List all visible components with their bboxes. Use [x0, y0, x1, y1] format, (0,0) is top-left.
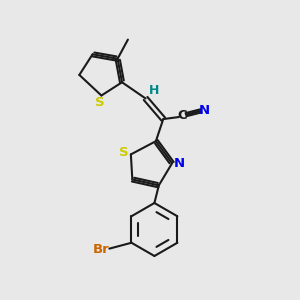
Text: N: N — [174, 157, 185, 170]
Text: Br: Br — [93, 243, 110, 256]
Text: C: C — [178, 109, 187, 122]
Text: S: S — [95, 95, 105, 109]
Text: S: S — [119, 146, 128, 159]
Text: N: N — [199, 104, 210, 117]
Text: H: H — [149, 84, 160, 97]
